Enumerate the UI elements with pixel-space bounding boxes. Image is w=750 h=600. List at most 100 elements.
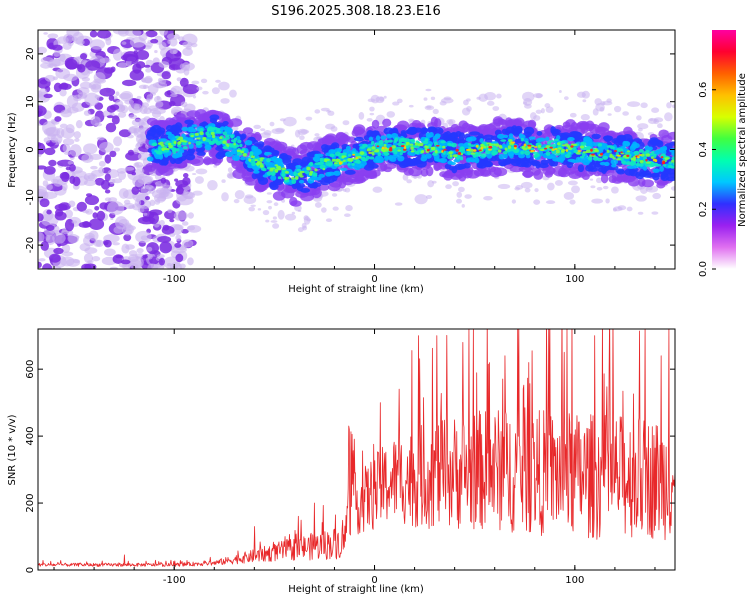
halo-blob [140,185,152,196]
ridge-blob [325,158,330,161]
noise-blob [150,38,159,44]
ridge-blob [354,152,358,157]
ridge-blob [489,143,494,146]
spectrogram-ticks [38,30,675,269]
halo-blob [142,175,154,185]
ridge-blob [174,122,183,131]
noise-blob [157,236,172,243]
ridge-blob [523,150,531,156]
noise-blob [141,102,150,108]
ridge-blob [520,150,525,155]
halo-blob [202,90,209,95]
noise-blob [99,87,116,97]
halo-blob [162,188,170,197]
ridge-blob [439,157,448,164]
halo-blob [448,119,454,127]
ridge-blob [252,151,259,156]
halo-blob [607,113,612,116]
ridge-blob [584,142,591,147]
halo-blob [432,108,439,115]
noise-blob [182,41,193,48]
noise-blob [145,59,154,67]
ridge-blob [611,163,617,168]
halo-blob [299,135,305,141]
colorbar-label: Normalized spectral amplitude [737,73,748,227]
ridge-blob [237,139,242,144]
ridge-blob [457,163,467,170]
ridge-blob [255,162,260,166]
ridge-blob [626,150,631,153]
halo-blob [170,87,177,95]
ridge-blob [611,177,623,184]
noise-blob [168,100,176,107]
halo-blob [635,195,647,202]
halo-blob [330,126,338,132]
peak-blob [590,148,593,152]
ridge-blob [187,148,195,157]
halo-blob [301,222,307,229]
halo-blob [544,103,551,108]
halo-blob [392,101,400,106]
noise-blob [40,241,49,251]
ridge-blob [604,161,610,167]
noise-blob [109,104,120,111]
ridge-blob [270,171,275,176]
ridge-blob [585,146,592,151]
ridge-blob [449,154,453,158]
noise-blob [158,257,166,266]
ridge-blob [225,151,234,158]
ridge-blob [483,145,487,149]
halo-blob [291,211,296,215]
noise-blob [144,64,151,68]
ridge-blob [202,137,207,140]
ridge-blob [391,132,399,139]
ridge-blob [533,154,538,159]
noise-blob [181,221,189,226]
peak-blob [455,148,459,152]
ridge-blob [442,145,446,149]
halo-blob [425,194,433,199]
ridge-blob [315,153,324,158]
peak-blob [389,147,393,150]
noise-blob [137,207,145,213]
ridge-blob [532,151,539,155]
ridge-blob [324,176,336,184]
noise-blob [104,248,116,256]
peak-blob [466,148,470,152]
ridge-blob [157,142,162,145]
halo-blob [314,133,320,137]
ridge-blob [224,134,230,138]
ridge-blob [366,148,372,152]
ridge-blob [160,144,165,147]
noise-blob [104,189,111,194]
ridge-blob [659,165,664,172]
noise-blob [175,187,184,195]
ridge-blob [222,120,229,126]
noise-blob [67,160,74,165]
ridge-blob [397,155,405,162]
halo-blob [133,131,139,135]
ridge-blob [188,141,191,145]
halo-blob [602,185,609,190]
halo-blob [136,95,142,100]
colorbar-ticks: 0.0 0.2 0.4 0.6 [698,82,716,277]
ridge-blob [236,149,242,153]
ridge-blob [374,142,381,147]
ridge-blob [661,135,673,144]
ridge-blob [269,182,279,191]
halo-blob [314,202,322,208]
ridge-blob [281,167,287,170]
ridge-blob [507,145,512,150]
halo-blob [265,219,270,223]
ridge-blob [550,126,556,133]
halo-blob [524,187,531,193]
noise-blob [88,218,105,231]
halo-blob [649,118,654,122]
ridge-blob [433,160,441,172]
noise-blob [98,141,114,153]
halo-blob [605,198,610,204]
peak-blob [475,144,479,148]
ridge-blob [344,169,356,175]
ridge-blob [430,146,436,149]
ridge-blob [504,147,508,151]
